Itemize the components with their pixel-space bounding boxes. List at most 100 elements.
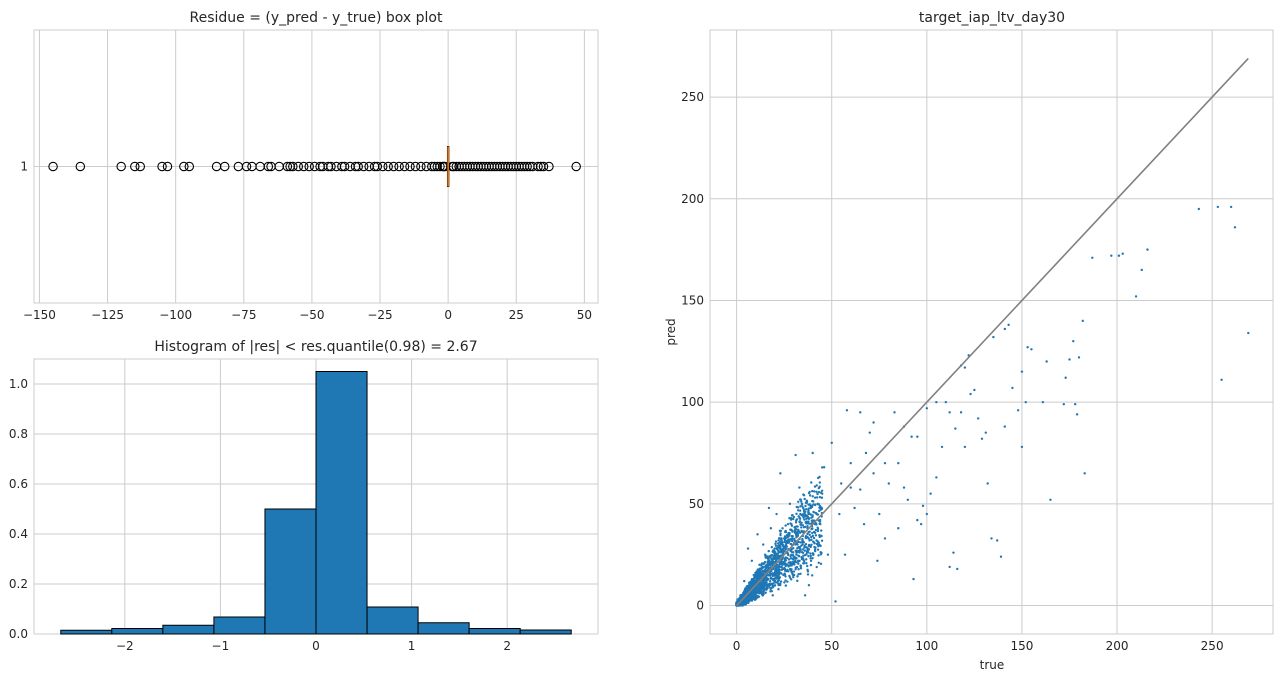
- scatter-point: [774, 571, 778, 575]
- scatter-point: [802, 494, 806, 497]
- scatter-point: [818, 543, 821, 547]
- scatter-point: [754, 598, 757, 601]
- scatter-point: [812, 511, 815, 514]
- scatter-point: [802, 513, 805, 516]
- scatter-point: [808, 494, 812, 497]
- scatter-point: [1041, 400, 1045, 404]
- scatter-point: [750, 581, 754, 584]
- scatter-point: [798, 517, 802, 520]
- box-outlier-point: [157, 161, 167, 172]
- scatter-point: [738, 603, 742, 607]
- histogram-ticks: −2 −1 0 1 2 0.0 0.2 0.4 0.6 0.8 1.0: [9, 377, 511, 653]
- scatter-point: [779, 571, 782, 574]
- scatter-point: [755, 587, 758, 591]
- scatter-point: [809, 563, 813, 567]
- scatter-point: [799, 541, 802, 544]
- scatter-point: [770, 553, 774, 557]
- scatter-point: [784, 575, 787, 578]
- box-outlier-point: [571, 161, 581, 172]
- box-outlier-point: [135, 161, 146, 172]
- scatter-point: [893, 411, 896, 414]
- scatter-point: [940, 445, 944, 449]
- scatter-point: [1073, 402, 1077, 406]
- scatter-point: [764, 570, 767, 574]
- scatter-point: [803, 497, 806, 501]
- scatter-point: [785, 533, 789, 537]
- scatter-point: [859, 488, 862, 491]
- scatter-point: [779, 582, 782, 585]
- scatter-point: [820, 466, 824, 469]
- scatter-point: [935, 400, 938, 404]
- scatter-point: [1081, 319, 1084, 323]
- scatter-point: [859, 411, 862, 414]
- scatter-point: [990, 537, 993, 540]
- scatter-point: [753, 575, 756, 579]
- scatter-point: [794, 568, 797, 571]
- box-plot-marks: [48, 146, 581, 187]
- hist-y-tick-label: 0.6: [9, 477, 28, 491]
- box-outlier-point: [399, 161, 410, 172]
- scatter-point: [925, 407, 929, 410]
- hist-y-tick-label: 0.0: [9, 627, 28, 641]
- scatter-point: [802, 554, 805, 557]
- scatter-point: [800, 500, 803, 503]
- scatter-point: [795, 553, 798, 556]
- scatter-point: [1110, 254, 1113, 257]
- box-outlier-point: [353, 161, 363, 172]
- scatter-point: [792, 517, 795, 521]
- scatter-point: [796, 560, 800, 563]
- scatter-ticks: 0 50 100 150 200 250 0 50 100 150 200 250: [681, 90, 1223, 653]
- scatter-point: [805, 558, 808, 561]
- box-outlier-point: [416, 161, 426, 172]
- scatter-point: [1030, 348, 1033, 351]
- hist-x-tick-label: 0: [312, 639, 320, 653]
- scatter-point: [948, 411, 951, 414]
- scatter-point: [820, 529, 823, 532]
- scatter-title: target_iap_ltv_day30: [919, 10, 1065, 26]
- scatter-point: [804, 521, 807, 524]
- scatter-point: [1024, 400, 1027, 404]
- scatter-point: [906, 498, 910, 501]
- scatter-point: [838, 512, 841, 516]
- scatter-point: [783, 545, 787, 549]
- scatter-point: [864, 451, 868, 455]
- scatter-point: [802, 558, 805, 561]
- scatter-point: [1229, 205, 1233, 209]
- scatter-point: [773, 579, 776, 583]
- box-outlier-point: [533, 161, 543, 172]
- scatter-point: [789, 557, 793, 560]
- scatter-marks: [735, 57, 1250, 607]
- scatter-point: [887, 482, 890, 485]
- scatter-point: [774, 544, 778, 547]
- scatter-point: [789, 569, 793, 572]
- scatter-point: [764, 578, 768, 581]
- scatter-grid: [710, 30, 1273, 634]
- scatter-point: [796, 579, 799, 583]
- scatter-point: [817, 503, 821, 506]
- scatter-point: [811, 534, 815, 538]
- scatter-point: [771, 594, 774, 597]
- box-x-tick-label: −125: [91, 308, 124, 322]
- scatter-point: [784, 569, 787, 573]
- scatter-point: [756, 575, 760, 578]
- scatter-point: [791, 530, 794, 533]
- scatter-point: [799, 572, 802, 576]
- scatter-point: [781, 527, 784, 530]
- scatter-point: [757, 577, 760, 581]
- scatter-point: [779, 548, 782, 552]
- scatter-point: [798, 547, 802, 550]
- scatter-point: [805, 562, 808, 565]
- scatter-point: [976, 417, 980, 420]
- scatter-point: [767, 506, 771, 510]
- scatter-point: [806, 573, 810, 576]
- scatter-point: [984, 431, 987, 434]
- scatter-point: [797, 568, 800, 571]
- scatter-point: [774, 542, 777, 545]
- scatter-point: [810, 481, 813, 484]
- scatter-point: [792, 575, 795, 579]
- scatter-point: [805, 517, 808, 520]
- scatter-point: [807, 510, 810, 513]
- hist-y-tick-label: 1.0: [9, 377, 28, 391]
- scatter-point: [826, 553, 830, 556]
- box-outlier-point: [293, 161, 304, 172]
